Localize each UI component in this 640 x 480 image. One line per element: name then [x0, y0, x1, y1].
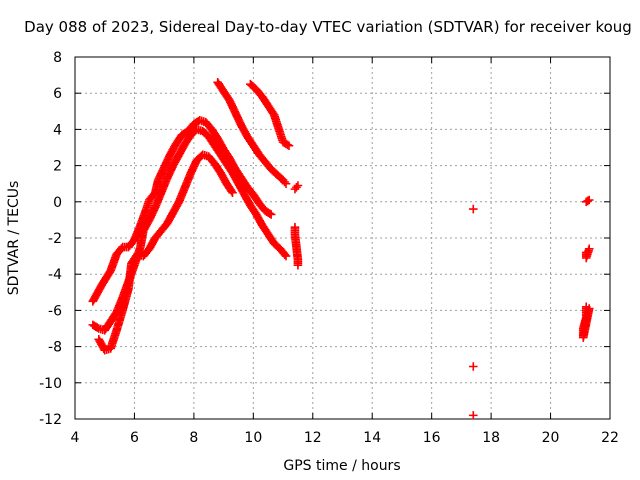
data-point-interp [583, 196, 593, 206]
data-point [281, 179, 291, 188]
data-point-interp [268, 109, 278, 118]
data-point-interp [227, 186, 236, 196]
data-point [584, 304, 594, 313]
axes [74, 56, 611, 420]
y-tick-label: -2 [48, 231, 62, 247]
chart-title: Day 088 of 2023, Sidereal Day-to-day VTE… [24, 18, 632, 36]
y-tick-label: -6 [48, 303, 62, 319]
y-tick-label: -12 [39, 412, 62, 428]
x-tick-label: 14 [363, 430, 381, 446]
data-point [584, 244, 594, 254]
y-tick-label: 8 [53, 50, 62, 66]
y-tick-label: -8 [48, 340, 62, 356]
data-point [281, 251, 291, 261]
x-tick-label: 20 [542, 430, 560, 446]
data-point [228, 188, 237, 198]
data-point-interp [265, 209, 274, 218]
data-point [468, 362, 478, 371]
data-point-interp [283, 140, 292, 150]
data-points [88, 78, 594, 420]
y-tick-label: -4 [48, 267, 62, 283]
x-tick-label: 18 [482, 430, 500, 446]
y-tick-label: -10 [39, 376, 62, 392]
x-axis-label: GPS time / hours [283, 458, 400, 474]
y-tick-label: 6 [53, 86, 62, 102]
x-tick-label: 12 [304, 430, 322, 446]
data-point [266, 210, 276, 219]
data-point [468, 204, 478, 214]
data-point [584, 195, 594, 205]
data-point [468, 411, 478, 420]
x-tick-label: 10 [244, 430, 262, 446]
y-axis-label: SDTVAR / TECUs [6, 181, 22, 296]
x-tick-label: 6 [130, 430, 139, 446]
data-point-interp [92, 323, 102, 332]
y-tick-label: 2 [53, 159, 62, 175]
x-tick-label: 22 [601, 430, 619, 446]
data-point [284, 141, 294, 150]
y-tick-label: 4 [53, 122, 62, 138]
tick-labels: 4 6 8 10 12 14 16 18 20 22 -12 -10 -8 -6 -4 -2 0 2 4 6 8 [39, 50, 619, 446]
data-point [293, 260, 303, 270]
x-tick-label: 16 [423, 430, 441, 446]
grid [75, 57, 610, 419]
x-tick-label: 8 [189, 430, 198, 446]
data-point-interp [280, 250, 290, 259]
data-point [293, 181, 303, 190]
x-tick-label: 4 [71, 430, 80, 446]
data-point-interp [117, 244, 126, 253]
y-tick-label: 0 [53, 195, 62, 211]
